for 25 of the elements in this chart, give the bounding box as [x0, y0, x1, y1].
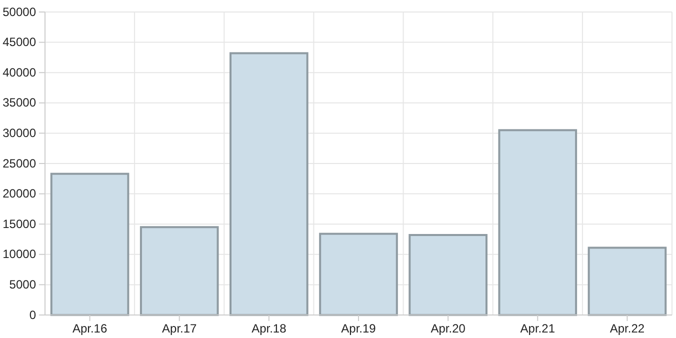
y-tick-label: 30000 — [2, 126, 36, 140]
y-tick-label: 45000 — [2, 35, 36, 50]
bar — [319, 232, 398, 316]
y-tick-label: 0 — [29, 308, 36, 322]
y-tick-label: 20000 — [2, 186, 36, 201]
y-tick-label: 50000 — [2, 4, 36, 19]
x-tick-label: Apr.19 — [341, 322, 376, 336]
x-tick-label: Apr.18 — [252, 322, 287, 336]
bar — [498, 129, 578, 316]
y-tick-label: 10000 — [2, 247, 36, 262]
y-tick-label: 40000 — [2, 65, 36, 80]
y-tick-label: 5000 — [9, 278, 36, 292]
x-tick-label: Apr.21 — [520, 322, 556, 336]
y-tick-label: 25000 — [2, 156, 36, 170]
y-tick-label: 15000 — [2, 216, 36, 231]
x-tick-label: Apr.17 — [162, 322, 198, 336]
x-tick-label: Apr.16 — [72, 322, 108, 336]
y-tick-label: 35000 — [2, 96, 36, 110]
x-tick-label: Apr.20 — [430, 322, 466, 336]
bar — [50, 172, 130, 316]
bar — [230, 52, 308, 316]
bar — [408, 234, 488, 316]
bar — [140, 226, 219, 316]
bar — [588, 246, 667, 316]
x-tick-label: Apr.22 — [610, 322, 645, 336]
